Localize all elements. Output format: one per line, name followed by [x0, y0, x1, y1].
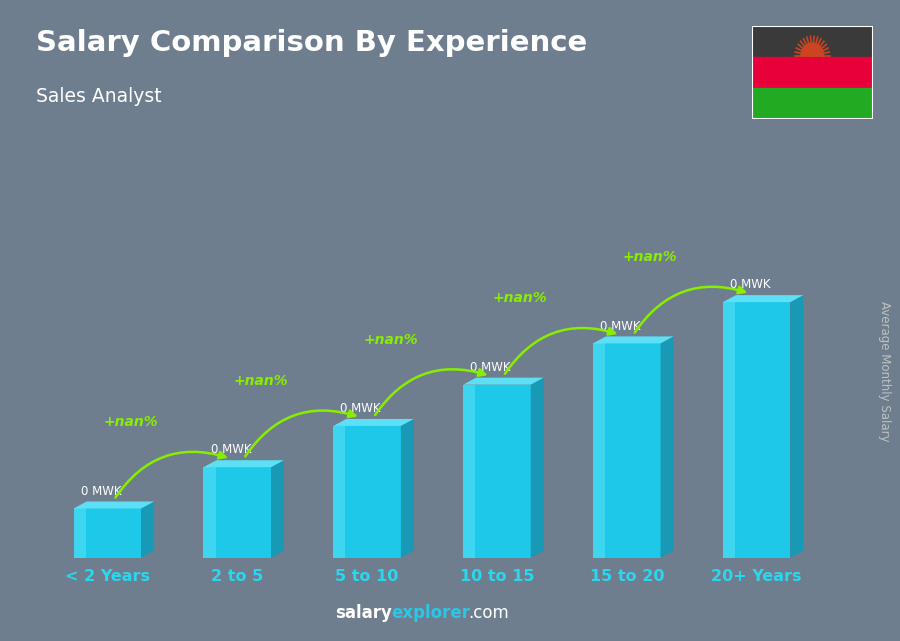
Text: +nan%: +nan% [493, 291, 547, 305]
Bar [203, 467, 271, 558]
Bar [723, 302, 790, 558]
Polygon shape [400, 419, 414, 558]
Polygon shape [271, 460, 284, 558]
Text: 0 MWK: 0 MWK [340, 402, 381, 415]
Polygon shape [661, 337, 673, 558]
Bar [333, 426, 400, 558]
Bar [752, 56, 873, 88]
Polygon shape [203, 460, 284, 467]
Polygon shape [531, 378, 544, 558]
Bar [333, 426, 346, 558]
Bar [464, 385, 475, 558]
Text: Average Monthly Salary: Average Monthly Salary [878, 301, 890, 442]
Text: 0 MWK: 0 MWK [211, 444, 251, 456]
Polygon shape [74, 501, 154, 508]
Polygon shape [333, 419, 414, 426]
Bar [593, 344, 661, 558]
Polygon shape [464, 378, 544, 385]
Bar [464, 385, 531, 558]
Bar [752, 88, 873, 119]
Bar [752, 26, 873, 56]
Text: 0 MWK: 0 MWK [730, 278, 770, 291]
Bar [593, 344, 605, 558]
Text: Salary Comparison By Experience: Salary Comparison By Experience [36, 29, 587, 57]
Polygon shape [723, 295, 804, 302]
Bar [203, 467, 216, 558]
Bar [74, 508, 141, 558]
Text: +nan%: +nan% [104, 415, 158, 429]
Polygon shape [141, 501, 154, 558]
Text: 0 MWK: 0 MWK [81, 485, 122, 497]
Text: Sales Analyst: Sales Analyst [36, 87, 162, 106]
Polygon shape [593, 337, 673, 344]
Text: 0 MWK: 0 MWK [600, 320, 641, 333]
Text: +nan%: +nan% [623, 250, 678, 264]
Text: +nan%: +nan% [233, 374, 288, 388]
Bar [723, 302, 735, 558]
Text: 0 MWK: 0 MWK [470, 361, 510, 374]
Text: salary: salary [335, 604, 392, 622]
Text: explorer: explorer [392, 604, 471, 622]
Polygon shape [790, 295, 804, 558]
Wedge shape [801, 43, 824, 56]
Text: .com: .com [468, 604, 508, 622]
Text: +nan%: +nan% [363, 333, 418, 347]
Bar [74, 508, 86, 558]
